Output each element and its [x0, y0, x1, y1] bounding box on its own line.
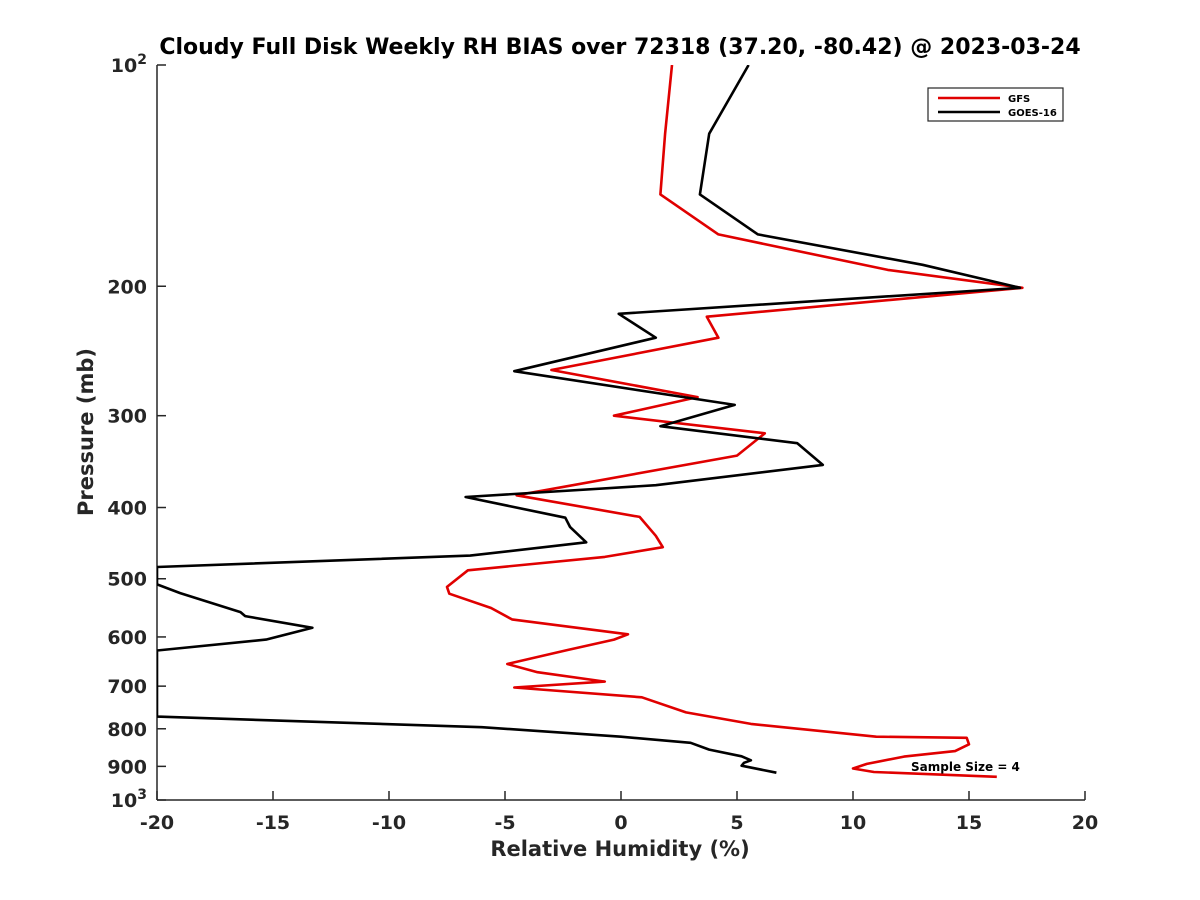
y-tick-label: 800	[107, 719, 147, 741]
chart-title: Cloudy Full Disk Weekly RH BIAS over 723…	[159, 35, 1080, 60]
legend-box	[927, 87, 1064, 122]
legend-label: GOES-16	[1008, 108, 1057, 119]
sample-size-annotation: Sample Size = 4	[911, 760, 1020, 774]
y-tick-label: 400	[107, 498, 147, 520]
y-tick-label: 103	[111, 787, 147, 812]
y-tick-label: 900	[107, 756, 147, 778]
x-tick-label: 10	[840, 812, 866, 834]
x-tick-label: 0	[614, 812, 627, 834]
series-line-gfs	[445, 65, 1024, 779]
x-tick-label: -5	[494, 812, 515, 834]
series-line-goes-16	[157, 65, 1022, 774]
y-axis-label: Pressure (mb)	[74, 348, 98, 516]
x-tick-label: 15	[956, 812, 982, 834]
legend-label: GFS	[1008, 94, 1030, 105]
x-tick-label: -15	[256, 812, 290, 834]
x-tick-label: 5	[730, 812, 743, 834]
x-tick-label: -20	[140, 812, 174, 834]
y-tick-label: 300	[107, 406, 147, 428]
x-tick-label: -10	[372, 812, 406, 834]
plot-area: -20 -15 -10 -5 0 5 10 15 20 102 200 300 400 500 600 700…	[107, 52, 1098, 834]
y-tick-label: 200	[107, 276, 147, 298]
y-tick-label: 500	[107, 569, 147, 591]
x-axis-label: Relative Humidity (%)	[490, 837, 749, 861]
y-tick-label: 102	[111, 52, 147, 77]
y-tick-label: 600	[107, 627, 147, 649]
y-tick-label: 700	[107, 676, 147, 698]
x-tick-label: 20	[1072, 812, 1098, 834]
